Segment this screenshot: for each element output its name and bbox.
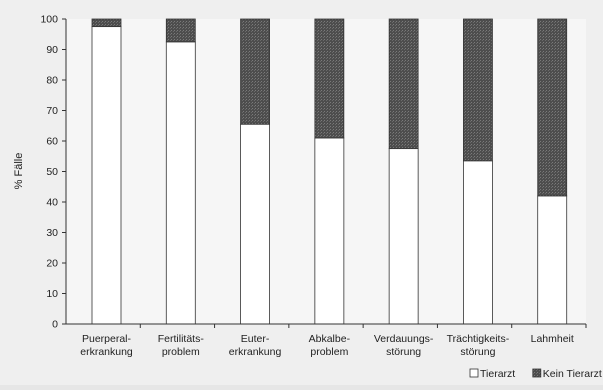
- bar-segment-tierarzt: [537, 195, 568, 325]
- bar-segment-tierarzt: [165, 41, 196, 325]
- bar-segment-kein-tierarzt: [240, 18, 270, 125]
- y-tick-label: 80: [46, 75, 58, 87]
- legend-label: Kein Tierarzt: [543, 368, 602, 380]
- y-tick-label: 70: [46, 105, 58, 117]
- legend-swatch-kein-tierarzt: [532, 368, 542, 378]
- y-tick-label: 30: [46, 227, 58, 239]
- bar-segment-kein-tierarzt: [314, 18, 345, 139]
- x-tick-label: Euter-: [241, 333, 270, 345]
- legend: Tierarzt Kein Tierarzt: [469, 368, 602, 380]
- y-tick-label: 40: [46, 197, 58, 209]
- x-tick-label: Puerperal-: [82, 333, 132, 345]
- y-tick-label: 10: [46, 288, 58, 300]
- x-tick-label: Verdauungs-: [374, 333, 434, 345]
- bar-segment-kein-tierarzt: [537, 18, 568, 197]
- x-tick-label: problem: [310, 346, 348, 358]
- bar-segment-kein-tierarzt: [388, 18, 419, 150]
- y-tick-label: 100: [40, 14, 58, 26]
- bar-segment-tierarzt: [463, 160, 493, 325]
- x-tick-label: Lahmheit: [531, 333, 574, 345]
- bar-segment-tierarzt: [388, 148, 419, 325]
- x-tick-label: erkrankung: [229, 346, 282, 358]
- x-tick-label: Fertilitäts-: [158, 333, 205, 345]
- y-tick-label: 90: [46, 44, 58, 56]
- bar-segment-kein-tierarzt: [463, 18, 493, 162]
- x-tick-label: erkrankung: [80, 346, 133, 358]
- bar-segment-tierarzt: [240, 123, 270, 325]
- bar-segment-tierarzt: [91, 26, 122, 325]
- legend-swatch-tierarzt: [469, 368, 479, 378]
- x-tick-label: problem: [162, 346, 200, 358]
- y-tick-label: 50: [46, 166, 58, 178]
- x-tick-label: Abkalbe-: [309, 333, 351, 345]
- y-tick-label: 60: [46, 136, 58, 148]
- x-tick-label: störung: [460, 346, 495, 358]
- x-tick-label: störung: [386, 346, 421, 358]
- bar-segment-tierarzt: [314, 137, 345, 325]
- legend-label: Tierarzt: [480, 368, 515, 380]
- y-tick-label: 20: [46, 258, 58, 270]
- y-tick-label: 0: [52, 319, 58, 331]
- x-tick-label: Trächtigkeits-: [447, 333, 510, 345]
- bars-group: [91, 18, 568, 325]
- bar-segment-kein-tierarzt: [165, 18, 196, 43]
- bar-segment-kein-tierarzt: [91, 18, 122, 28]
- y-axis-label: % Fälle: [13, 153, 25, 190]
- axes-group: Puerperal-erkrankung Fertilitäts-problem E…: [40, 14, 587, 358]
